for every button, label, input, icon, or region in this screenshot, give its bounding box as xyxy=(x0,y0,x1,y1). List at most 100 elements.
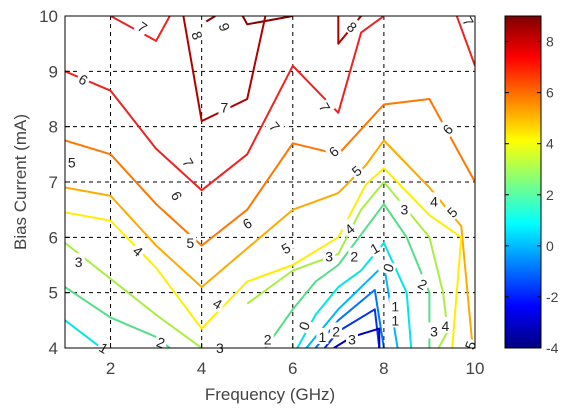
contour-label-group: 4 xyxy=(439,316,452,334)
contour-label: 3 xyxy=(348,332,356,348)
contour-label-halo xyxy=(342,16,363,37)
contour-label-halo xyxy=(167,186,188,205)
contour-label-halo xyxy=(213,339,226,355)
contour-line-level-7 xyxy=(455,16,475,67)
contour-label-halo xyxy=(339,218,359,239)
contour-label-halo xyxy=(323,247,336,264)
colorbar-tick-label: 4 xyxy=(546,136,554,152)
contour-label-halo xyxy=(389,297,402,314)
contour-line-level-3 xyxy=(65,242,203,348)
contour-label-halo xyxy=(184,233,197,250)
contour-label-halo xyxy=(398,200,411,217)
contour-label-halo xyxy=(265,116,286,136)
contour-label-group: 3 xyxy=(72,253,85,270)
contour-label-group: 4 xyxy=(428,192,440,209)
contour-label-halo xyxy=(218,98,231,115)
contour-label-halo xyxy=(441,201,462,222)
contour-label-halo xyxy=(237,212,256,233)
contour-line-level--3 xyxy=(333,327,381,348)
contour-label-halo xyxy=(377,259,398,276)
colorbar-tick-label: 8 xyxy=(546,34,554,50)
colorbar xyxy=(504,15,542,349)
contour-label-halo xyxy=(208,292,228,313)
contour-label-halo xyxy=(215,18,235,36)
contour-label-halo xyxy=(65,153,78,170)
x-tick-label: 4 xyxy=(197,359,206,378)
contour-line-level-1 xyxy=(296,241,413,348)
contour-label: 2 xyxy=(350,249,358,265)
colorbar-tick-label: 6 xyxy=(546,85,554,101)
contour-line-level-4 xyxy=(65,167,463,348)
colorbar-tick-label: 2 xyxy=(546,187,554,203)
colorbar-ticks: 8 6 4 2 0 -2 -4 xyxy=(505,34,559,356)
contour-label: 1 xyxy=(391,299,399,315)
contour-label: 3 xyxy=(430,323,438,339)
contour-label-group: 6 xyxy=(167,186,188,205)
contour-label-group: 1 xyxy=(365,237,384,258)
contour-label-group: 0 xyxy=(293,317,313,334)
contour-label-group: 7 xyxy=(178,152,199,172)
contour-label-halo xyxy=(428,192,440,209)
contour-label-halo xyxy=(439,316,452,333)
contour-label: 3 xyxy=(401,202,409,218)
contour-label-halo xyxy=(276,237,295,258)
contour-label-halo xyxy=(365,237,384,258)
contour-label-group: 6 xyxy=(237,212,256,233)
contour-line-level-7 xyxy=(65,16,385,192)
contour-label: 1 xyxy=(391,312,399,328)
contour-label-group: 3 xyxy=(323,247,336,265)
contour-label-halo xyxy=(72,253,85,270)
contour-label: 7 xyxy=(221,99,229,115)
contour-label-group: 8 xyxy=(188,26,208,44)
contour-label-group: 5 xyxy=(276,237,295,258)
x-tick-label: 6 xyxy=(288,359,297,378)
contour-label-halo xyxy=(428,322,440,339)
contour-label-halo xyxy=(316,327,329,344)
contour-label: 5 xyxy=(186,235,194,251)
contour-label: 4 xyxy=(430,193,438,209)
contour-label-halo xyxy=(459,336,480,354)
contour-label-group: 3 xyxy=(428,322,440,339)
y-tick-label: 9 xyxy=(49,62,58,81)
contour-label: 2 xyxy=(332,323,340,339)
plot-area xyxy=(65,16,475,348)
contour-label-halo xyxy=(74,68,93,89)
contour-line-level-9 xyxy=(241,16,293,26)
contour-label-halo xyxy=(315,97,336,116)
contour-label-group: 9 xyxy=(215,18,235,36)
contour-label-halo xyxy=(346,330,358,347)
contour-label-group: 3 xyxy=(346,330,358,348)
contour-label-group: 5 xyxy=(184,233,197,251)
contour-label: 3 xyxy=(325,249,333,265)
contour-label-halo xyxy=(293,317,313,334)
colorbar-tick-label: -4 xyxy=(546,340,559,356)
contour-label-group: 7 xyxy=(218,98,231,115)
contour-label-halo xyxy=(348,247,361,264)
contour-label-halo xyxy=(178,152,199,172)
contour-label-halo xyxy=(346,160,366,181)
y-axis-label: Bias Current (mA) xyxy=(11,114,30,250)
contour-line-level-7 xyxy=(110,16,171,42)
x-tick-label: 10 xyxy=(466,359,485,378)
contour-label-halo xyxy=(413,273,433,294)
y-tick-label: 4 xyxy=(49,339,58,358)
y-tick-label: 7 xyxy=(49,173,58,192)
contour-line-level-6 xyxy=(65,98,475,247)
contour-label-group: 2 xyxy=(152,331,170,351)
x-tick-label: 8 xyxy=(379,359,388,378)
y-tick-label: 6 xyxy=(49,228,58,247)
x-axis-ticks: 2 4 6 8 10 xyxy=(106,343,485,378)
contour-label-group: 6 xyxy=(74,68,93,89)
contour-label-halo xyxy=(330,322,343,339)
contour-label-group: 2 xyxy=(348,247,361,265)
contour-label-group: 4 xyxy=(208,292,228,313)
contour-label: 5 xyxy=(68,155,76,171)
contour-label: 1 xyxy=(319,329,327,345)
contour-label-group: 0 xyxy=(377,259,398,276)
contour-label-halo xyxy=(389,311,402,328)
contour-label: 4 xyxy=(442,318,450,334)
contour-label-halo xyxy=(323,140,343,161)
contour-label-group: 1 xyxy=(389,311,402,328)
